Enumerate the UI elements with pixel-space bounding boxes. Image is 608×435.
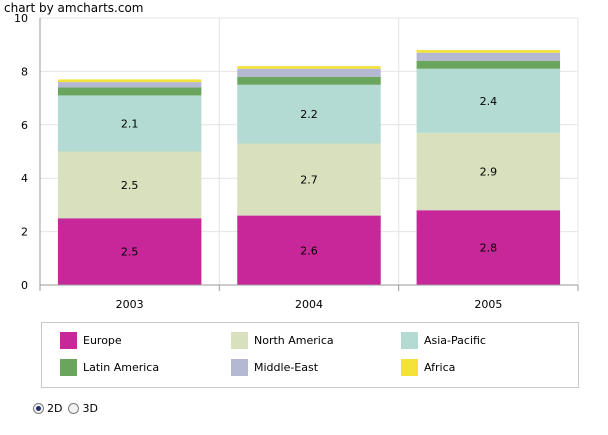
- legend-swatch: [401, 359, 418, 376]
- radio-2d[interactable]: [33, 403, 44, 414]
- data-label: 2.5: [121, 246, 139, 259]
- radio-3d-label[interactable]: 3D: [82, 402, 98, 415]
- y-tick-label: 2: [21, 226, 28, 239]
- legend-swatch: [60, 332, 77, 349]
- legend-item[interactable]: Asia-Pacific: [401, 332, 486, 349]
- legend-label: Africa: [424, 361, 456, 374]
- bar-segment[interactable]: [57, 95, 202, 152]
- y-tick-label: 4: [21, 172, 28, 185]
- y-tick-label: 6: [21, 119, 28, 132]
- data-label: 2.4: [480, 95, 498, 108]
- y-tick-label: 10: [14, 12, 28, 25]
- legend-item[interactable]: Africa: [401, 359, 455, 376]
- legend-swatch: [401, 332, 418, 349]
- x-tick-label: 2004: [295, 298, 323, 311]
- legend: Europe North America Asia-Pacific Latin Ame…: [41, 322, 579, 388]
- legend-item[interactable]: Latin America: [60, 359, 159, 376]
- legend-item[interactable]: Middle-East: [231, 359, 318, 376]
- legend-label: North America: [254, 334, 334, 347]
- radio-2d-label[interactable]: 2D: [47, 402, 63, 415]
- bar-segment[interactable]: [237, 143, 381, 216]
- bar-segment[interactable]: [57, 82, 202, 88]
- bar-segment[interactable]: [57, 151, 202, 219]
- bar-segment[interactable]: [237, 76, 381, 85]
- data-label: 2.9: [480, 166, 498, 179]
- amcharts-credit-link[interactable]: chart by amcharts.com: [4, 1, 144, 15]
- bar-segment[interactable]: [416, 210, 561, 285]
- bar-segment[interactable]: [416, 60, 561, 69]
- legend-label: Middle-East: [254, 361, 319, 374]
- data-label: 2.5: [121, 179, 139, 192]
- bar-segment[interactable]: [57, 87, 202, 96]
- legend-swatch: [60, 359, 77, 376]
- x-tick-label: 2003: [116, 298, 144, 311]
- bar-segment[interactable]: [237, 68, 381, 77]
- data-label: 2.1: [121, 117, 139, 130]
- bar-segment[interactable]: [237, 215, 381, 285]
- x-tick-label: 2005: [474, 298, 502, 311]
- y-tick-label: 8: [21, 65, 28, 78]
- data-label: 2.7: [300, 174, 318, 187]
- bar-segment[interactable]: [416, 132, 561, 211]
- bar-segment[interactable]: [416, 68, 561, 133]
- legend-label: Latin America: [83, 361, 160, 374]
- chart: 0 2 4 6 8 10 2.5 2.5 2.1 2003 2.6 2.7 2.2 2004 2.8 2.9 2…: [14, 12, 579, 311]
- legend-swatch: [231, 359, 248, 376]
- data-label: 2.6: [300, 244, 318, 257]
- bar-segment[interactable]: [57, 218, 202, 285]
- bar-segment[interactable]: [416, 50, 561, 53]
- data-label: 2.2: [300, 108, 318, 121]
- bar-segment[interactable]: [416, 52, 561, 61]
- legend-swatch: [231, 332, 248, 349]
- bar-segment[interactable]: [57, 79, 202, 83]
- legend-label: Asia-Pacific: [424, 334, 486, 347]
- radio-3d[interactable]: [68, 403, 80, 414]
- legend-item[interactable]: North America: [231, 332, 334, 349]
- legend-label: Europe: [83, 334, 122, 347]
- y-tick-label: 0: [21, 279, 28, 292]
- view-mode-switch: 2D 3D: [33, 402, 104, 415]
- bar-segment[interactable]: [237, 66, 381, 69]
- data-label: 2.8: [480, 242, 498, 255]
- bar-segment[interactable]: [237, 84, 381, 144]
- legend-item[interactable]: Europe: [60, 332, 122, 349]
